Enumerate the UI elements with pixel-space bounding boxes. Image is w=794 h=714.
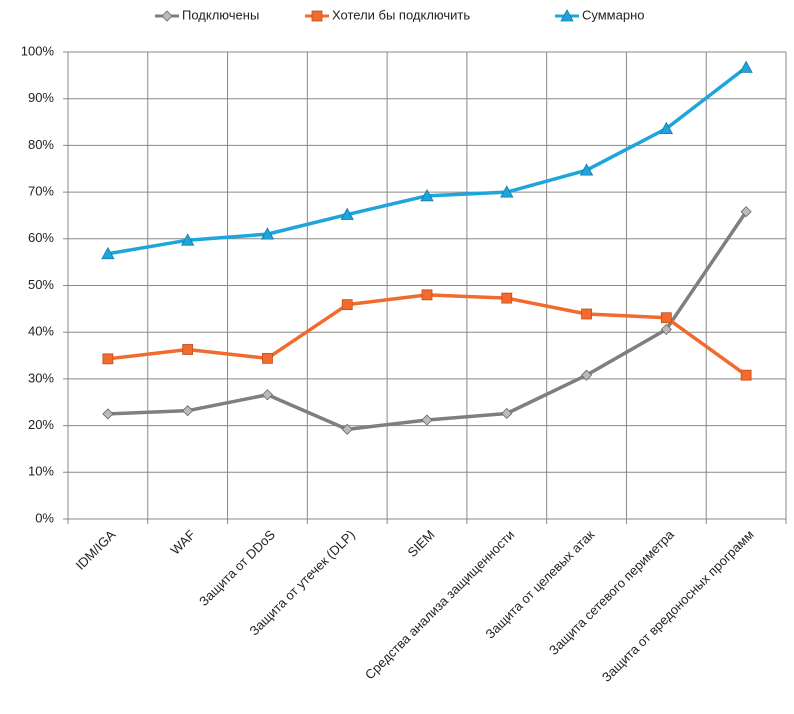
y-tick-label: 50% — [28, 277, 54, 292]
marker — [340, 207, 354, 220]
legend-label: Суммарно — [582, 7, 645, 22]
marker — [341, 423, 353, 435]
series-line — [107, 66, 748, 256]
y-tick-label: 60% — [28, 230, 54, 245]
marker — [311, 10, 323, 22]
x-tick-label: WAF — [168, 527, 199, 558]
marker — [579, 163, 594, 176]
marker — [660, 312, 672, 324]
y-tick-label: 100% — [21, 43, 55, 58]
marker — [740, 369, 752, 381]
y-tick-label: 70% — [28, 184, 54, 199]
y-tick-label: 10% — [28, 464, 54, 479]
x-tick-label: Защита сетевого периметра — [546, 526, 678, 658]
marker — [501, 407, 513, 420]
marker — [102, 353, 114, 365]
marker — [739, 60, 753, 73]
x-tick-label: SIEM — [404, 527, 437, 560]
y-tick-label: 80% — [28, 137, 54, 152]
marker — [421, 289, 433, 301]
x-tick-label: IDM/IGA — [73, 527, 119, 573]
x-tick-label: Защита от DDoS — [196, 527, 278, 609]
marker — [580, 369, 593, 381]
marker — [501, 292, 513, 304]
marker — [740, 206, 752, 218]
marker — [261, 389, 274, 401]
x-tick-label: Защита от вредоносных программ — [599, 527, 757, 685]
y-tick-label: 0% — [35, 510, 54, 525]
y-tick-label: 20% — [28, 417, 54, 432]
y-tick-label: 40% — [28, 324, 54, 339]
marker — [560, 9, 574, 22]
marker — [341, 299, 353, 311]
marker — [581, 308, 592, 320]
marker — [161, 10, 173, 22]
marker — [420, 189, 434, 202]
x-tick-label: Средства анализа защищенности — [362, 527, 517, 682]
marker — [262, 352, 273, 364]
series-line — [107, 210, 748, 432]
marker — [260, 227, 275, 240]
marker — [182, 405, 194, 417]
y-tick-label: 90% — [28, 90, 54, 105]
marker — [102, 408, 114, 420]
marker — [101, 246, 115, 260]
marker — [659, 121, 674, 134]
marker — [421, 414, 433, 426]
series-line — [107, 293, 748, 377]
marker — [182, 344, 194, 355]
legend-label: Хотели бы подключить — [332, 7, 470, 22]
y-tick-label: 30% — [28, 370, 54, 385]
marker — [660, 323, 672, 335]
legend-label: Подключены — [182, 7, 259, 22]
marker — [180, 233, 195, 246]
marker — [500, 185, 514, 198]
